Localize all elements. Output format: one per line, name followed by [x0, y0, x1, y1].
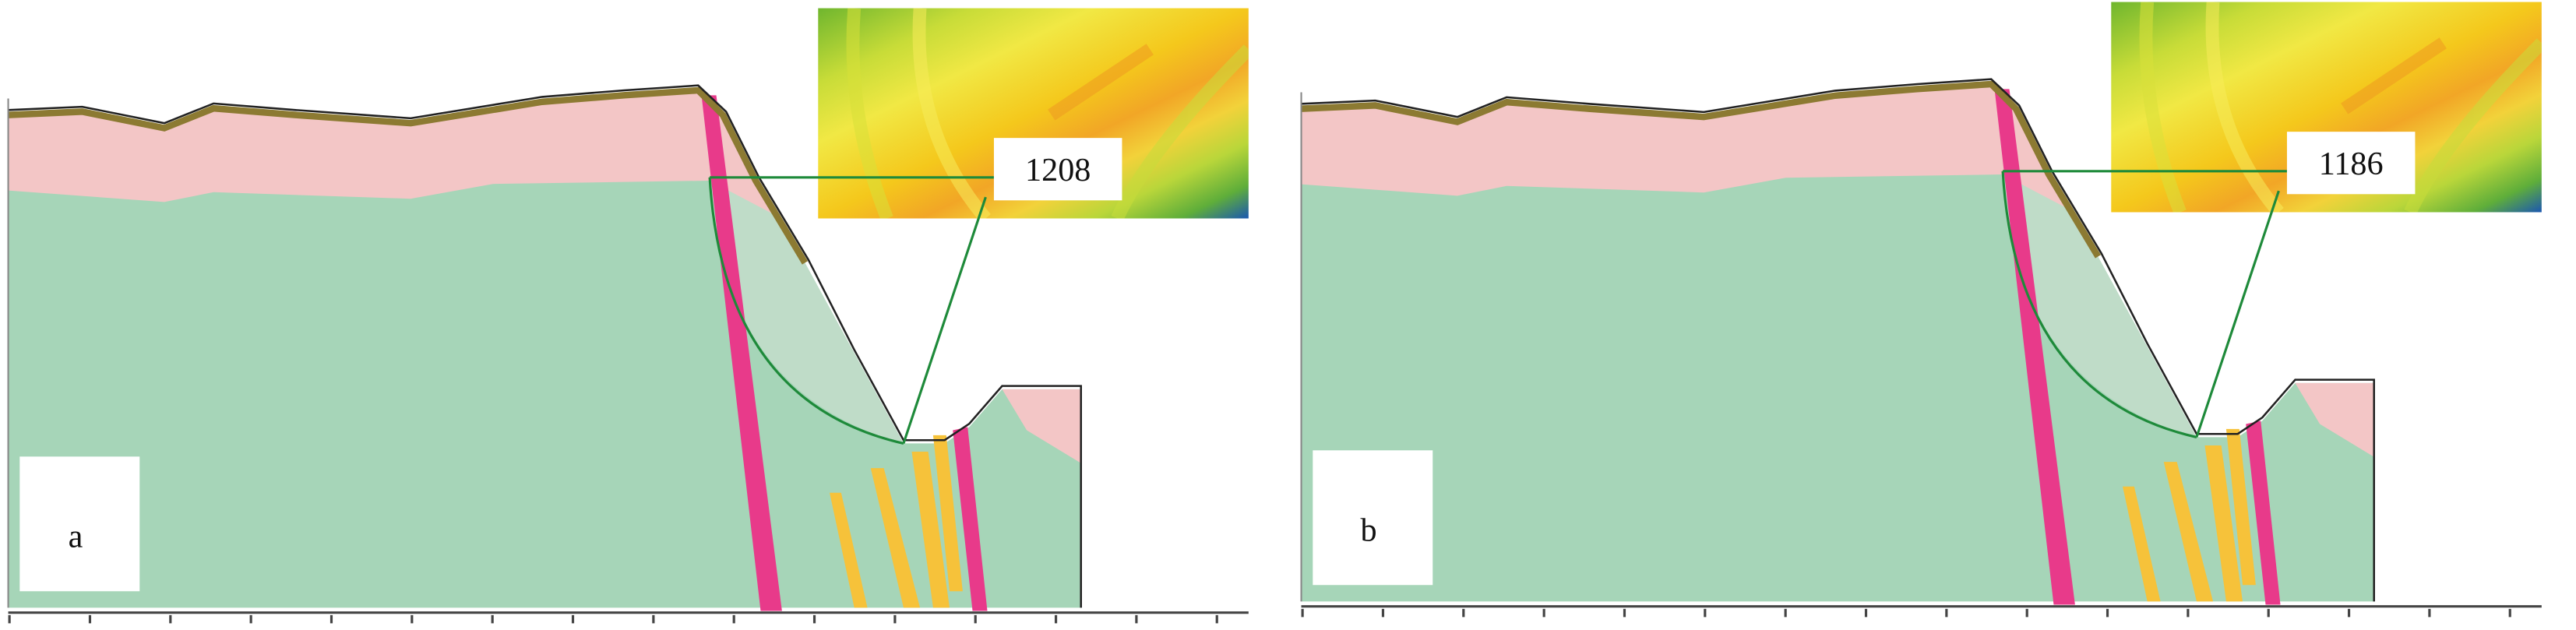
panel-b: 1186 b — [1302, 2, 2542, 614]
value-clip: 1186 — [2319, 146, 2384, 182]
panel-label: b — [1360, 512, 1376, 548]
slope-model — [9, 9, 1249, 620]
panel-label: a — [69, 518, 83, 554]
factor-value: 1186 — [2319, 146, 2384, 182]
panel-a: 1208 a — [9, 9, 1249, 620]
factor-value: 1208 — [1025, 152, 1091, 188]
slope-model — [1302, 2, 2542, 614]
